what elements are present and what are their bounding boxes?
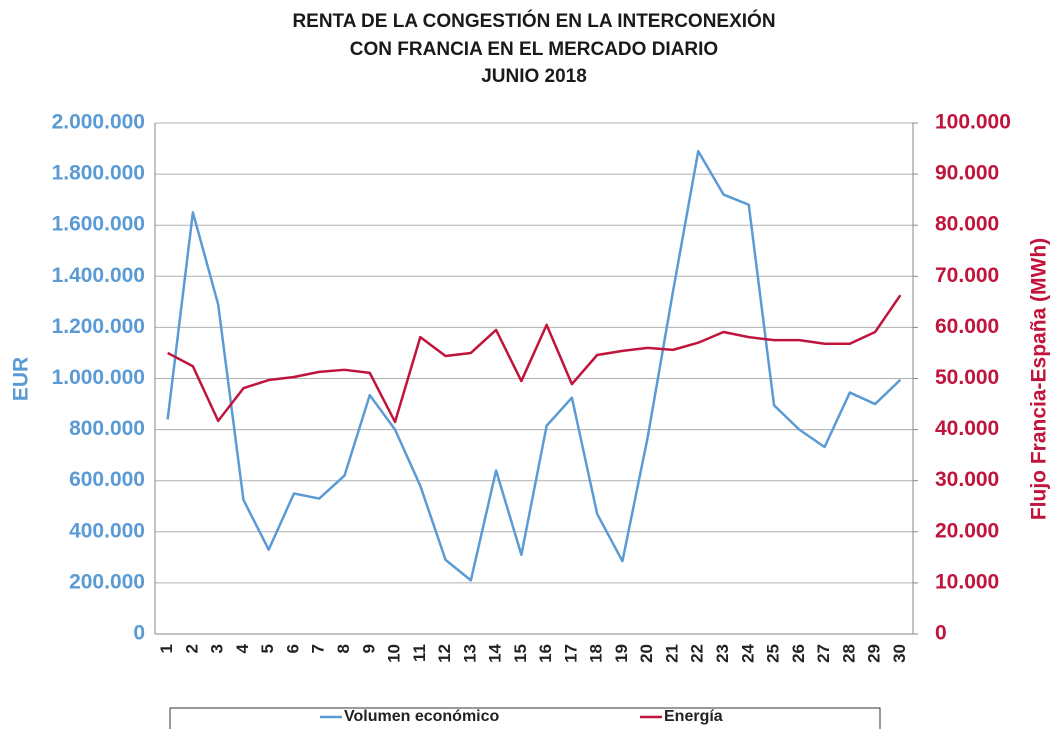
- x-tick-label: 20: [637, 644, 656, 663]
- y2-tick-label: 70.000: [935, 264, 999, 287]
- x-tick-label: 29: [865, 644, 884, 663]
- y-tick-label: 1.200.000: [52, 315, 145, 338]
- x-tick-label: 17: [561, 644, 580, 663]
- x-tick-label: 22: [688, 644, 707, 663]
- y2-tick-label: 30.000: [935, 468, 999, 491]
- x-tick-label: 16: [536, 644, 555, 663]
- y2-tick-label: 100.000: [935, 111, 1011, 134]
- chart-title: JUNIO 2018: [481, 66, 587, 87]
- x-tick-label: 14: [486, 643, 505, 662]
- x-tick-label: 13: [460, 644, 479, 663]
- legend-label: Energía: [664, 708, 723, 725]
- x-tick-label: 2: [182, 644, 201, 653]
- x-tick-label: 26: [789, 644, 808, 663]
- x-tick-label: 1: [157, 644, 176, 653]
- x-tick-label: 21: [662, 644, 681, 663]
- y2-tick-label: 60.000: [935, 315, 999, 338]
- x-tick-label: 4: [233, 643, 252, 653]
- chart-title: RENTA DE LA CONGESTIÓN EN LA INTERCONEXI…: [292, 10, 775, 32]
- y-axis-label: EUR: [10, 357, 33, 401]
- y-tick-label: 2.000.000: [52, 111, 145, 134]
- legend-box: [169, 707, 881, 729]
- chart-title: CON FRANCIA EN EL MERCADO DIARIO: [350, 39, 718, 60]
- y2-tick-label: 50.000: [935, 366, 999, 389]
- x-tick-label: 18: [587, 644, 606, 663]
- series-line: [167, 294, 902, 424]
- x-tick-label: 27: [814, 644, 833, 663]
- x-tick-label: 3: [208, 644, 227, 653]
- x-tick-label: 30: [890, 644, 909, 663]
- y2-tick-label: 20.000: [935, 519, 999, 542]
- x-tick-label: 24: [738, 643, 757, 662]
- x-tick-label: 28: [839, 644, 858, 663]
- x-tick-label: 19: [612, 644, 631, 663]
- y2-tick-label: 90.000: [935, 162, 999, 185]
- x-tick-label: 15: [511, 644, 530, 663]
- y-tick-label: 1.000.000: [52, 366, 145, 389]
- y-tick-label: 800.000: [69, 417, 145, 440]
- y2-axis-label: Flujo Francia-España (MWh): [1028, 238, 1051, 520]
- y-tick-label: 0: [133, 622, 145, 645]
- x-tick-label: 5: [258, 644, 277, 653]
- x-tick-label: 6: [283, 644, 302, 653]
- x-tick-label: 12: [435, 644, 454, 663]
- y2-tick-label: 40.000: [935, 417, 999, 440]
- x-tick-label: 9: [359, 644, 378, 653]
- y-tick-label: 200.000: [69, 570, 145, 593]
- x-tick-label: 8: [334, 644, 353, 653]
- y-tick-label: 1.400.000: [52, 264, 145, 287]
- y2-tick-label: 80.000: [935, 213, 999, 236]
- y-tick-label: 600.000: [69, 468, 145, 491]
- x-tick-label: 7: [309, 644, 328, 653]
- y-tick-label: 1.600.000: [52, 213, 145, 236]
- x-tick-label: 25: [764, 644, 783, 663]
- series-line: [166, 149, 902, 582]
- x-tick-label: 10: [385, 644, 404, 663]
- x-tick-label: 11: [410, 644, 429, 662]
- y-tick-label: 1.800.000: [52, 162, 145, 185]
- y2-tick-label: 10.000: [935, 570, 999, 593]
- x-tick-label: 23: [713, 644, 732, 663]
- legend-label: Volumen económico: [344, 708, 500, 725]
- y-tick-label: 400.000: [69, 519, 145, 542]
- y2-tick-label: 0: [935, 622, 947, 645]
